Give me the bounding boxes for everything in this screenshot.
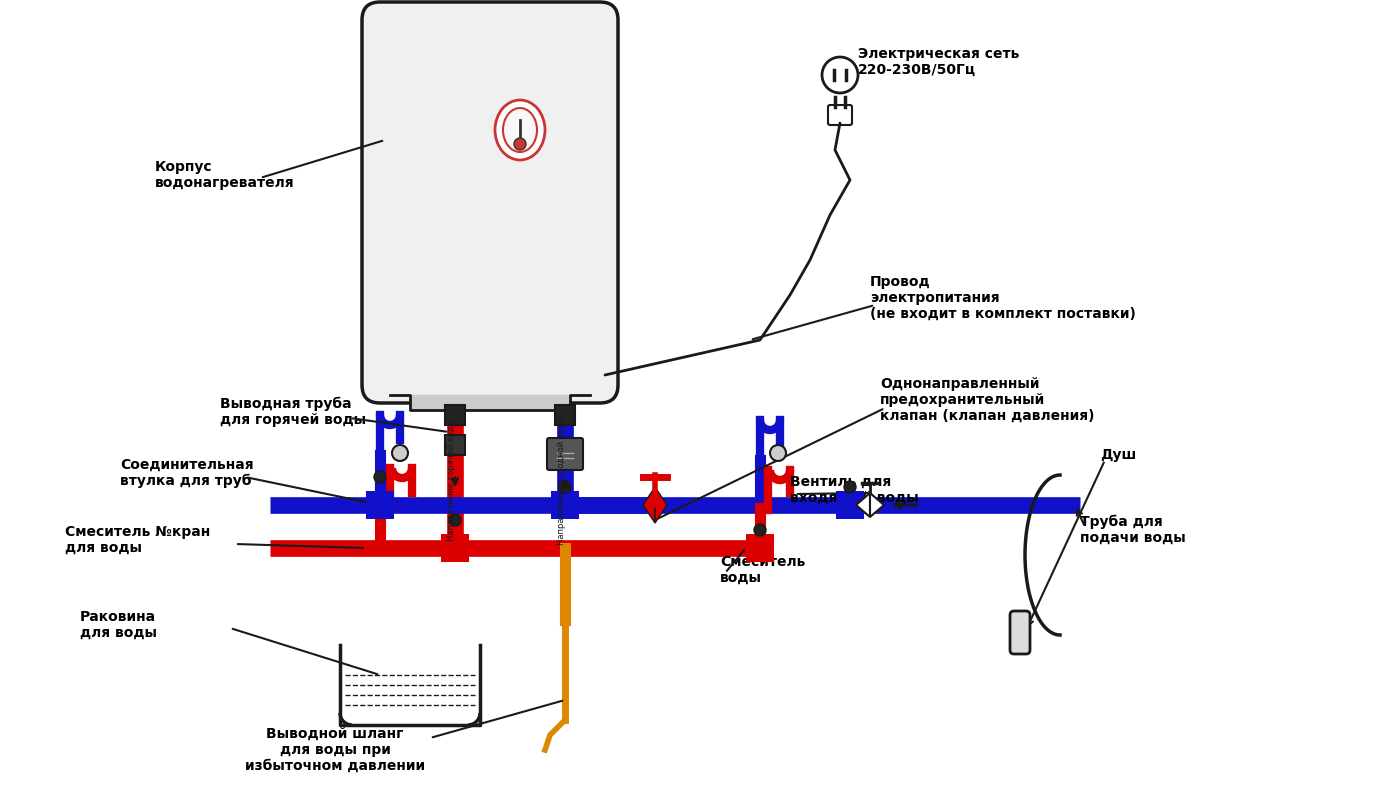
Text: Выводной шланг
для воды при
избыточном давлении: Выводной шланг для воды при избыточном д… (245, 726, 425, 773)
Text: Труба для
подачи воды: Труба для подачи воды (1080, 514, 1186, 546)
Circle shape (448, 514, 461, 526)
Circle shape (392, 445, 408, 461)
Bar (555, 405, 574, 425)
Text: Провод
электропитания
(не входит в комплект поставки): Провод электропитания (не входит в компл… (871, 274, 1136, 321)
Text: Раковина
для воды: Раковина для воды (80, 610, 156, 640)
Text: Смеситель
воды: Смеситель воды (720, 555, 805, 585)
Text: Смеситель №кран
для воды: Смеситель №кран для воды (65, 525, 210, 555)
FancyBboxPatch shape (363, 2, 619, 403)
Circle shape (822, 57, 858, 93)
Text: Корпус
водонагревателя: Корпус водонагревателя (155, 160, 295, 190)
Circle shape (559, 481, 572, 493)
Ellipse shape (502, 108, 537, 152)
FancyBboxPatch shape (828, 105, 853, 125)
Bar (836, 491, 864, 519)
Circle shape (770, 445, 786, 461)
Polygon shape (390, 395, 590, 410)
Bar (365, 491, 394, 519)
Text: Соединительная
втулка для труб: Соединительная втулка для труб (120, 458, 253, 488)
Ellipse shape (495, 100, 545, 160)
Bar (446, 405, 465, 425)
FancyBboxPatch shape (1010, 611, 1030, 654)
Circle shape (513, 138, 526, 150)
Circle shape (844, 481, 855, 493)
Polygon shape (855, 493, 871, 517)
Bar (446, 435, 465, 455)
Bar (551, 491, 579, 519)
Bar (746, 534, 774, 562)
Text: Однонаправленный
предохранительный
клапан (клапан давления): Однонаправленный предохранительный клапа… (880, 377, 1095, 423)
Text: Вентиль для
входящей воды: Вентиль для входящей воды (790, 475, 919, 505)
Polygon shape (655, 487, 667, 523)
Circle shape (374, 471, 386, 483)
FancyBboxPatch shape (547, 438, 583, 470)
Text: Электрическая сеть
220-230В/50Гц: Электрическая сеть 220-230В/50Гц (858, 47, 1020, 77)
Text: Душ: Душ (1100, 448, 1136, 462)
Text: Выводная труба
для горячей воды: Выводная труба для горячей воды (220, 397, 367, 427)
Bar (441, 534, 469, 562)
Circle shape (754, 524, 765, 536)
Polygon shape (871, 493, 884, 517)
Text: Направление холодной воды: Направление холодной воды (556, 415, 566, 545)
Polygon shape (644, 487, 655, 523)
Text: Направление горячей воды: Направление горячей воды (447, 419, 455, 541)
